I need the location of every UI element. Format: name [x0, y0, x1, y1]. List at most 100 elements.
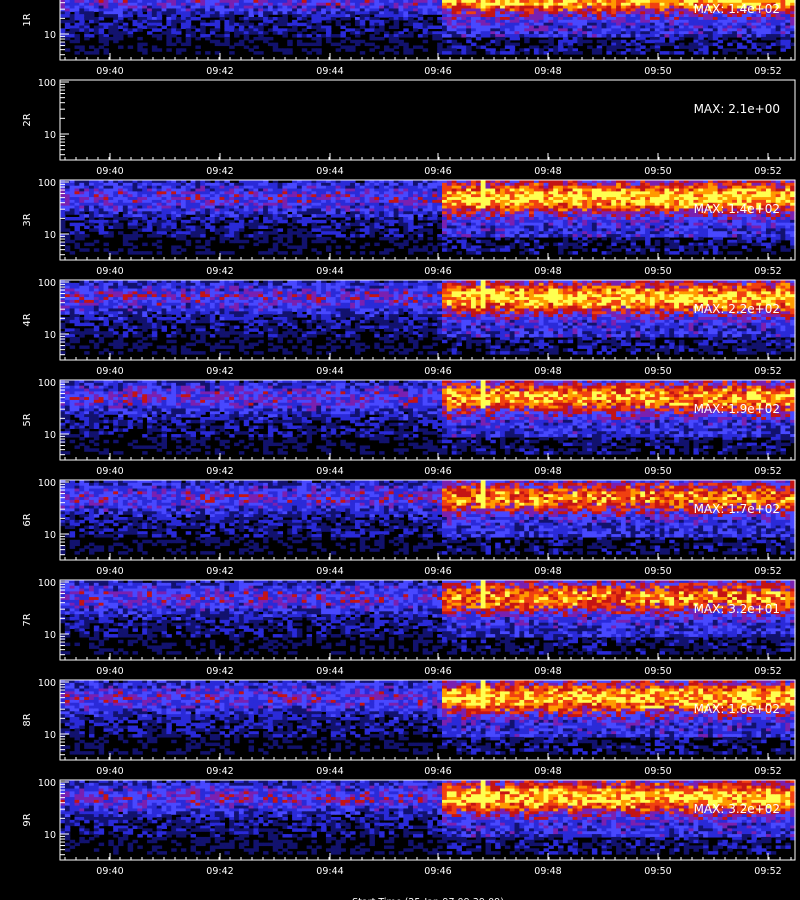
heatmap-cell [408, 34, 413, 37]
heatmap-cell [210, 220, 215, 223]
x-tick-label: 09:42 [206, 66, 233, 77]
heatmap-cell [597, 34, 602, 37]
heatmap-cell [79, 217, 84, 220]
heatmap-cell [65, 14, 70, 17]
heatmap-cell [128, 17, 133, 20]
heatmap-cell [539, 40, 544, 43]
heatmap-cell [147, 31, 152, 34]
heatmap-cell [398, 34, 403, 37]
heatmap-cell [374, 243, 379, 246]
heatmap-cell [669, 43, 674, 46]
heatmap-cell [287, 28, 292, 31]
heatmap-cell [94, 248, 99, 251]
heatmap-cell [355, 11, 360, 14]
heatmap-cell [278, 11, 283, 14]
heatmap-cell [336, 234, 341, 237]
heatmap-cell [423, 40, 428, 43]
heatmap-cell [413, 231, 418, 234]
heatmap-cell [302, 43, 307, 46]
heatmap-cell [587, 34, 592, 37]
heatmap-cell [582, 34, 587, 37]
heatmap-cell [413, 211, 418, 214]
heatmap-cell [99, 231, 104, 234]
heatmap-cell [418, 237, 423, 240]
heatmap-cell [268, 37, 273, 40]
heatmap-cell [224, 237, 229, 240]
heatmap-cell [108, 251, 113, 254]
heatmap-cell [263, 226, 268, 229]
heatmap-cell [220, 240, 225, 243]
heatmap-cell [191, 17, 196, 20]
heatmap-cell [379, 237, 384, 240]
heatmap-cell [340, 228, 345, 231]
heatmap-cell [70, 217, 75, 220]
heatmap-cell [302, 245, 307, 248]
heatmap-cell [408, 251, 413, 254]
heatmap-cell [215, 231, 220, 234]
heatmap-cell [239, 240, 244, 243]
heatmap-cell [336, 48, 341, 51]
heatmap-cell [75, 211, 80, 214]
heatmap-cell [181, 43, 186, 46]
heatmap-cell [384, 14, 389, 17]
x-tick-label: 09:52 [754, 166, 781, 177]
heatmap-cell [89, 223, 94, 226]
heatmap-cell [273, 31, 278, 34]
x-tick-label: 09:50 [644, 166, 671, 177]
heatmap-cell [360, 223, 365, 226]
heatmap-cell [249, 40, 254, 43]
heatmap-cell [287, 240, 292, 243]
heatmap-cell [258, 17, 263, 20]
heatmap-cell [302, 211, 307, 214]
heatmap-cell [447, 248, 452, 251]
heatmap-cell [282, 34, 287, 37]
heatmap-cell [432, 220, 437, 223]
heatmap-cell [171, 43, 176, 46]
heatmap-cell [418, 45, 423, 48]
heatmap-cell [340, 214, 345, 217]
heatmap-cell [369, 48, 374, 51]
heatmap-cell [282, 243, 287, 246]
heatmap-cell [761, 51, 766, 54]
heatmap-cell [442, 51, 447, 54]
heatmap-cell [776, 34, 781, 37]
heatmap-cell [311, 234, 316, 237]
heatmap-cell [94, 31, 99, 34]
heatmap-cell [389, 223, 394, 226]
heatmap-cell [229, 28, 234, 31]
heatmap-cell [524, 51, 529, 54]
heatmap-cell [244, 214, 249, 217]
heatmap-cell [70, 231, 75, 234]
heatmap-cell [89, 20, 94, 23]
heatmap-cell [398, 234, 403, 237]
heatmap-cell [437, 237, 442, 240]
heatmap-cell [524, 40, 529, 43]
heatmap-cell [331, 17, 336, 20]
heatmap-cell [147, 251, 152, 254]
heatmap-cell [345, 226, 350, 229]
heatmap-cell [137, 251, 142, 254]
heatmap-cell [326, 231, 331, 234]
heatmap-cell [321, 240, 326, 243]
heatmap-cell [360, 245, 365, 248]
heatmap-cell [428, 31, 433, 34]
heatmap-cell [379, 251, 384, 254]
heatmap-cell [84, 51, 89, 54]
heatmap-cell [394, 237, 399, 240]
heatmap-cell [374, 228, 379, 231]
heatmap-cell [747, 34, 752, 37]
heatmap-cell [234, 240, 239, 243]
heatmap-cell [626, 48, 631, 51]
heatmap-cell [693, 51, 698, 54]
heatmap-cell [292, 14, 297, 17]
heatmap-cell [389, 26, 394, 29]
heatmap-cell [128, 34, 133, 37]
heatmap-cell [360, 214, 365, 217]
heatmap-cell [369, 37, 374, 40]
heatmap-cell [89, 28, 94, 31]
heatmap-cell [592, 51, 597, 54]
heatmap-cell [355, 43, 360, 46]
heatmap-cell [200, 245, 205, 248]
heatmap-cell [278, 48, 283, 51]
heatmap-cell [210, 40, 215, 43]
